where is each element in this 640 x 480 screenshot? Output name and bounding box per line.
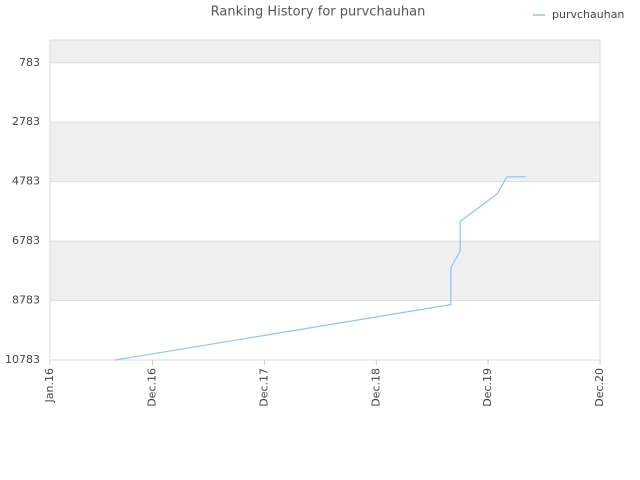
y-tick-label: 10783	[5, 353, 40, 366]
plot-frame	[49, 39, 601, 361]
y-tick-label: 783	[19, 56, 40, 69]
y-tick-label: 8783	[12, 294, 40, 307]
x-tick-label: Dec.18	[369, 368, 382, 407]
x-tick-label: Jan.16	[43, 368, 56, 403]
grid-band	[50, 62, 600, 123]
grid-band	[50, 300, 600, 360]
y-tick-label: 6783	[12, 234, 40, 247]
x-tick-label: Dec.16	[146, 368, 159, 407]
grid-band	[50, 241, 600, 301]
x-tick-label: Dec.17	[257, 368, 270, 407]
y-tick-label: 4783	[12, 175, 40, 188]
x-tick-label: Dec.20	[593, 368, 606, 407]
grid-band	[50, 122, 600, 182]
grid-band	[50, 40, 600, 63]
legend-label: purvchauhan	[552, 8, 624, 21]
grid-band	[50, 181, 600, 242]
y-tick-label: 2783	[12, 115, 40, 128]
chart-title: Ranking History for purvchauhan	[211, 5, 426, 20]
line-series	[115, 176, 526, 361]
x-tick-label: Dec.19	[481, 368, 494, 407]
